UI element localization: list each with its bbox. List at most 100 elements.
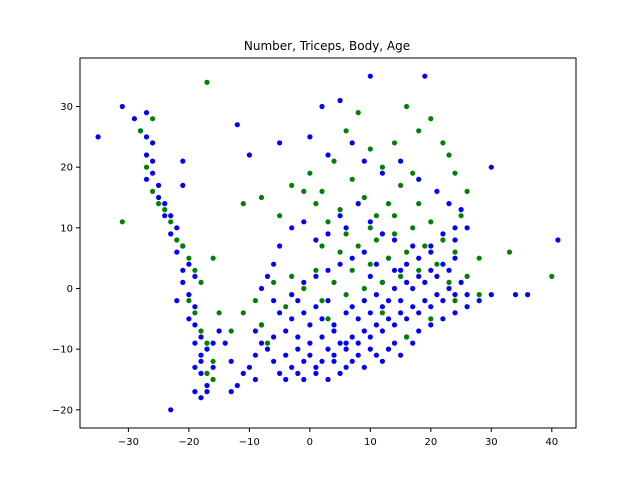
data-point — [168, 219, 174, 225]
data-point — [319, 103, 325, 110]
data-point — [398, 158, 404, 164]
data-point — [198, 334, 204, 340]
data-point — [192, 267, 198, 273]
data-point — [204, 346, 210, 352]
data-point — [271, 298, 277, 304]
data-point — [379, 231, 385, 237]
data-point — [277, 310, 283, 316]
data-point — [204, 382, 210, 389]
data-point — [150, 140, 156, 146]
data-point — [192, 389, 198, 395]
data-point — [131, 116, 137, 122]
y-tick-label: 30 — [60, 102, 73, 113]
data-point — [410, 340, 416, 346]
data-point — [337, 213, 343, 219]
data-point — [186, 255, 192, 261]
data-point — [319, 298, 325, 304]
data-point — [289, 273, 295, 279]
data-point — [416, 128, 422, 134]
data-point — [325, 346, 331, 352]
data-point — [452, 225, 458, 231]
data-point — [162, 207, 168, 213]
x-axis: −30 −20 −10 0 10 20 30 40 — [118, 428, 558, 448]
data-point — [174, 249, 180, 255]
data-point — [379, 358, 385, 364]
data-point — [422, 243, 428, 249]
data-point — [367, 225, 373, 231]
data-point — [271, 334, 277, 340]
data-point — [301, 188, 307, 194]
data-point — [331, 358, 337, 364]
data-point — [331, 279, 337, 285]
data-point — [343, 128, 349, 134]
data-point — [367, 273, 373, 279]
data-point — [434, 261, 440, 267]
data-point — [277, 213, 283, 219]
data-point — [210, 358, 216, 364]
data-point — [198, 370, 204, 376]
data-point — [271, 279, 277, 285]
data-point — [446, 279, 452, 285]
data-point — [391, 285, 398, 292]
data-point — [361, 194, 367, 201]
data-point — [361, 249, 367, 255]
data-point — [234, 122, 240, 128]
data-point — [307, 170, 313, 176]
data-point — [301, 358, 307, 364]
data-point — [361, 364, 367, 370]
plot-frame — [79, 57, 577, 429]
data-point — [422, 298, 428, 304]
data-point — [192, 340, 198, 346]
data-point — [361, 298, 367, 304]
data-point — [204, 340, 210, 346]
data-point — [319, 316, 325, 322]
data-point — [452, 237, 458, 243]
data-point — [204, 79, 210, 85]
data-point — [252, 352, 258, 358]
data-point — [295, 334, 301, 340]
data-point — [452, 298, 458, 304]
x-tick-label: −30 — [118, 437, 139, 448]
data-point — [283, 376, 289, 383]
data-point — [440, 231, 446, 237]
data-point — [313, 364, 319, 370]
data-point — [416, 273, 422, 279]
data-point — [313, 267, 319, 273]
data-point — [204, 370, 210, 376]
data-point — [180, 267, 186, 273]
data-point — [319, 243, 325, 249]
data-point — [252, 376, 258, 383]
data-point — [476, 298, 482, 304]
data-point — [385, 316, 392, 322]
data-point — [428, 116, 434, 122]
data-point — [410, 304, 416, 310]
data-point — [428, 316, 434, 322]
y-tick-label: −20 — [52, 405, 73, 416]
data-point — [367, 261, 373, 267]
data-point — [143, 134, 150, 140]
data-point — [355, 201, 361, 207]
data-point — [150, 116, 156, 122]
data-point — [355, 340, 361, 346]
data-point — [349, 255, 355, 261]
data-point — [404, 334, 410, 340]
data-point — [476, 255, 482, 261]
data-point — [476, 292, 482, 298]
data-point — [180, 279, 186, 285]
data-point — [313, 237, 319, 243]
data-point — [452, 170, 458, 176]
data-point — [440, 316, 446, 322]
data-point — [428, 219, 434, 225]
data-point — [240, 201, 246, 207]
data-point — [168, 213, 174, 219]
data-point — [143, 164, 150, 170]
data-point — [198, 358, 204, 364]
y-tick-label: 0 — [67, 284, 73, 295]
data-point — [295, 346, 301, 352]
data-point — [337, 370, 343, 376]
data-point — [301, 219, 307, 225]
data-point — [198, 328, 204, 334]
data-point — [373, 261, 379, 267]
data-point — [349, 176, 355, 182]
data-point — [434, 273, 440, 279]
